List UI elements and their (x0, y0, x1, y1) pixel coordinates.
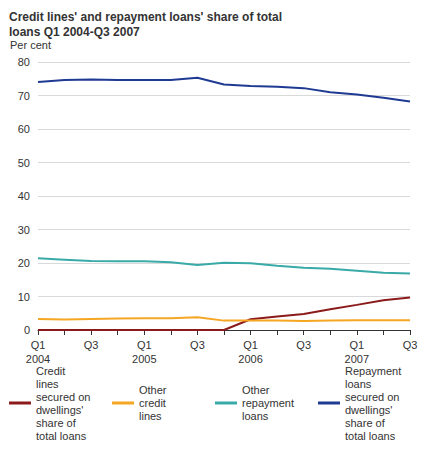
svg-text:dwellings': dwellings' (36, 404, 86, 416)
svg-text:Q3: Q3 (403, 339, 418, 351)
svg-text:credit: credit (139, 397, 169, 409)
svg-text:total loans: total loans (36, 430, 87, 442)
svg-text:secured on: secured on (36, 391, 93, 403)
svg-text:Q1: Q1 (350, 339, 365, 351)
svg-text:50: 50 (18, 157, 30, 169)
svg-text:2005: 2005 (132, 353, 156, 365)
svg-text:share of: share of (36, 417, 79, 429)
svg-text:2004: 2004 (26, 353, 50, 365)
svg-text:Q3: Q3 (190, 339, 205, 351)
svg-text:total loans: total loans (345, 430, 396, 442)
svg-text:secured on: secured on (345, 391, 402, 403)
svg-text:lines: lines (139, 410, 162, 422)
svg-text:70: 70 (18, 90, 30, 102)
svg-text:Q3: Q3 (296, 339, 311, 351)
svg-text:80: 80 (18, 56, 30, 68)
svg-text:10: 10 (18, 291, 30, 303)
svg-text:share of: share of (345, 417, 388, 429)
svg-text:dwellings': dwellings' (345, 404, 395, 416)
svg-text:2006: 2006 (238, 353, 262, 365)
svg-text:Other: Other (139, 384, 170, 396)
svg-text:0: 0 (24, 324, 30, 336)
svg-text:Q1: Q1 (243, 339, 258, 351)
svg-text:Q3: Q3 (84, 339, 99, 351)
svg-text:20: 20 (18, 257, 30, 269)
svg-text:lines: lines (36, 378, 62, 390)
svg-text:Credit: Credit (36, 365, 68, 377)
svg-text:Other: Other (242, 384, 273, 396)
svg-text:40: 40 (18, 190, 30, 202)
svg-text:Per cent: Per cent (10, 39, 51, 51)
svg-text:loans: loans (345, 378, 374, 390)
svg-text:30: 30 (18, 224, 30, 236)
svg-text:loans Q1 2004-Q3 2007: loans Q1 2004-Q3 2007 (9, 25, 140, 39)
svg-text:Repayment: Repayment (345, 365, 404, 377)
svg-text:Q1: Q1 (137, 339, 152, 351)
svg-text:Credit lines' and repayment lo: Credit lines' and repayment loans' share… (9, 10, 285, 24)
svg-text:2007: 2007 (345, 353, 369, 365)
svg-text:loans: loans (242, 410, 269, 422)
svg-text:repayment: repayment (242, 397, 297, 409)
svg-text:Q1: Q1 (31, 339, 46, 351)
svg-text:60: 60 (18, 123, 30, 135)
